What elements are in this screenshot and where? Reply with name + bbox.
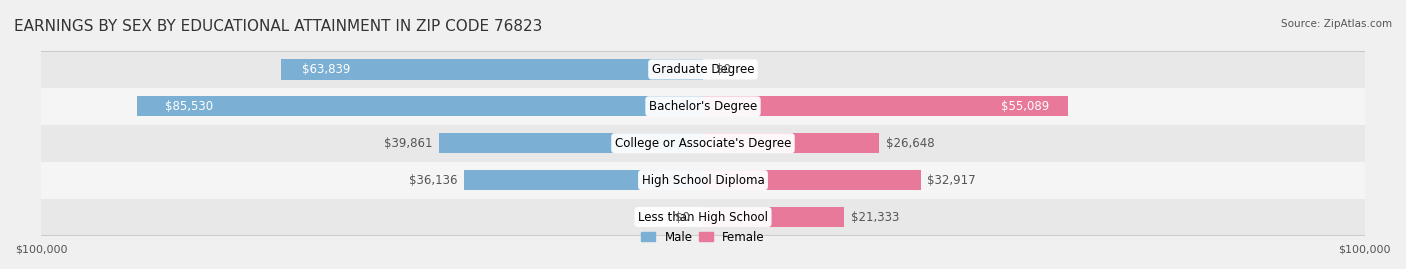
Bar [41, 199, 1365, 235]
Text: $21,333: $21,333 [851, 211, 900, 224]
Text: High School Diploma: High School Diploma [641, 174, 765, 187]
Text: Bachelor's Degree: Bachelor's Degree [650, 100, 756, 113]
Bar [136, 96, 703, 116]
Text: $55,089: $55,089 [1001, 100, 1049, 113]
Text: Source: ZipAtlas.com: Source: ZipAtlas.com [1281, 19, 1392, 29]
Text: $26,648: $26,648 [886, 137, 935, 150]
Bar [281, 59, 703, 80]
Bar [41, 162, 1365, 199]
Bar [703, 170, 921, 190]
Bar [41, 125, 1365, 162]
Text: EARNINGS BY SEX BY EDUCATIONAL ATTAINMENT IN ZIP CODE 76823: EARNINGS BY SEX BY EDUCATIONAL ATTAINMEN… [14, 19, 543, 34]
Bar [41, 88, 1365, 125]
Text: $0: $0 [716, 63, 731, 76]
Text: $36,136: $36,136 [409, 174, 457, 187]
Text: $85,530: $85,530 [166, 100, 214, 113]
Bar [703, 133, 879, 153]
Bar [464, 170, 703, 190]
Legend: Male, Female: Male, Female [637, 226, 769, 249]
Text: Less than High School: Less than High School [638, 211, 768, 224]
Text: $63,839: $63,839 [302, 63, 350, 76]
Bar [439, 133, 703, 153]
Bar [703, 96, 1067, 116]
Bar [703, 207, 844, 227]
Text: Graduate Degree: Graduate Degree [652, 63, 754, 76]
Text: College or Associate's Degree: College or Associate's Degree [614, 137, 792, 150]
Text: $32,917: $32,917 [928, 174, 976, 187]
Text: $39,861: $39,861 [384, 137, 433, 150]
Text: $0: $0 [675, 211, 690, 224]
Bar [41, 51, 1365, 88]
